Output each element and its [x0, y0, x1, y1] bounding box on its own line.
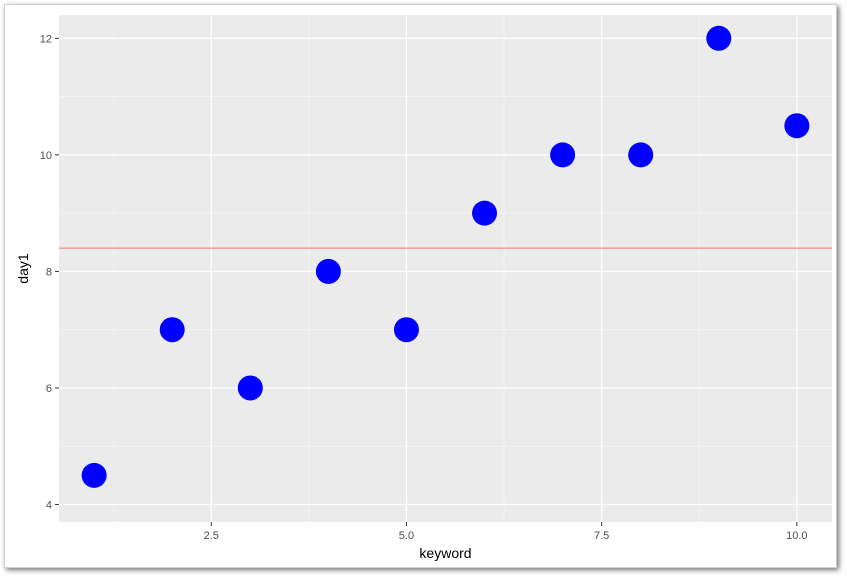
major-gridlines	[59, 15, 832, 522]
x-tick-label: 10.0	[786, 530, 807, 542]
x-tick-label: 5.0	[399, 530, 414, 542]
y-tick-label: 12	[40, 33, 52, 45]
y-tick-label: 10	[40, 150, 52, 162]
data-point	[628, 142, 654, 168]
minor-gridlines	[59, 15, 832, 522]
data-point	[784, 113, 810, 139]
x-tick-label: 7.5	[594, 530, 609, 542]
y-tick-label: 6	[46, 383, 52, 395]
data-point	[159, 317, 185, 343]
data-point	[237, 375, 263, 401]
y-axis-title: day1	[15, 253, 31, 284]
x-axis-ticks: 2.5 5.0 7.5 10.0	[204, 522, 808, 542]
y-axis-ticks: 4 6 8 10 12	[40, 33, 59, 512]
data-point	[393, 317, 419, 343]
data-points	[81, 25, 810, 488]
data-point	[315, 258, 341, 284]
data-point	[81, 462, 107, 488]
x-axis-title: keyword	[419, 545, 471, 561]
x-tick-label: 2.5	[204, 530, 219, 542]
data-point	[550, 142, 576, 168]
data-point	[706, 25, 732, 51]
y-tick-label: 4	[46, 500, 52, 512]
y-tick-label: 8	[46, 266, 52, 278]
plot-panel	[59, 15, 832, 522]
data-point	[472, 200, 498, 226]
